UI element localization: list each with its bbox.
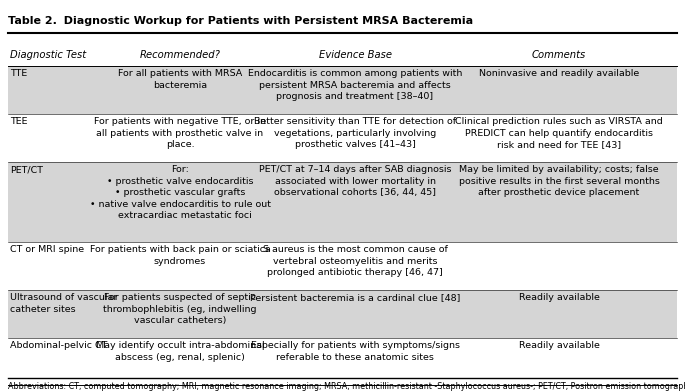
Text: For patients with back pain or sciatica
syndromes: For patients with back pain or sciatica …: [90, 246, 271, 266]
Text: Persistent bacteremia is a cardinal clue [48]: Persistent bacteremia is a cardinal clue…: [250, 294, 460, 303]
Text: Better sensitivity than TTE for detection of
vegetations, particularly involving: Better sensitivity than TTE for detectio…: [254, 118, 456, 149]
Bar: [8, 162, 677, 242]
Text: Diagnostic Workup for Patients with Persistent MRSA Bacteremia: Diagnostic Workup for Patients with Pers…: [56, 16, 473, 26]
Text: Especially for patients with symptoms/signs
referable to these anatomic sites: Especially for patients with symptoms/si…: [251, 341, 460, 362]
Text: Abbreviations: CT, computed tomography; MRI, magnetic resonance imaging; MRSA, m: Abbreviations: CT, computed tomography; …: [8, 382, 685, 391]
Text: May be limited by availability; costs; false
positive results in the first sever: May be limited by availability; costs; f…: [458, 165, 660, 197]
Text: TTE: TTE: [10, 70, 27, 79]
Text: Comments: Comments: [532, 50, 586, 60]
Text: Abdominal-pelvic CT: Abdominal-pelvic CT: [10, 341, 108, 350]
Text: Ultrasound of vascular
catheter sites: Ultrasound of vascular catheter sites: [10, 294, 117, 314]
Text: Diagnostic Test: Diagnostic Test: [10, 50, 86, 60]
Bar: [8, 66, 677, 114]
Text: For:
• prosthetic valve endocarditis
• prosthetic vascular grafts
• native valve: For: • prosthetic valve endocarditis • p…: [90, 165, 271, 220]
Text: Recommended?: Recommended?: [140, 50, 221, 60]
Text: PET/CT at 7–14 days after SAB diagnosis
associated with lower mortality in
obser: PET/CT at 7–14 days after SAB diagnosis …: [259, 165, 451, 197]
Text: CT or MRI spine: CT or MRI spine: [10, 246, 84, 255]
Text: Readily available: Readily available: [519, 341, 599, 350]
Text: May identify occult intra-abdominal
abscess (eg, renal, splenic): May identify occult intra-abdominal absc…: [96, 341, 264, 362]
Bar: [8, 44, 677, 66]
Text: Evidence Base: Evidence Base: [319, 50, 392, 60]
Text: Endocarditis is common among patients with
persistent MRSA bacteremia and affect: Endocarditis is common among patients wi…: [248, 70, 462, 101]
Text: Readily available: Readily available: [519, 294, 599, 303]
Text: For patients suspected of septic
thrombophlebitis (eg, indwelling
vascular cathe: For patients suspected of septic thrombo…: [103, 294, 257, 325]
Bar: [8, 114, 677, 162]
Text: Table 2.: Table 2.: [8, 16, 57, 26]
Bar: [8, 242, 677, 290]
Text: For patients with negative TTE, or in
all patients with prosthetic valve in
plac: For patients with negative TTE, or in al…: [94, 118, 266, 149]
Text: TEE: TEE: [10, 118, 27, 127]
Bar: [8, 338, 677, 378]
Text: Clinical prediction rules such as VIRSTA and
PREDICT can help quantify endocardi: Clinical prediction rules such as VIRSTA…: [455, 118, 663, 149]
Text: For all patients with MRSA
bacteremia: For all patients with MRSA bacteremia: [118, 70, 242, 90]
Text: PET/CT: PET/CT: [10, 165, 43, 174]
Bar: [8, 290, 677, 338]
Text: S aureus is the most common cause of
vertebral osteomyelitis and merits
prolonge: S aureus is the most common cause of ver…: [262, 246, 447, 277]
Text: Noninvasive and readily available: Noninvasive and readily available: [479, 70, 639, 79]
